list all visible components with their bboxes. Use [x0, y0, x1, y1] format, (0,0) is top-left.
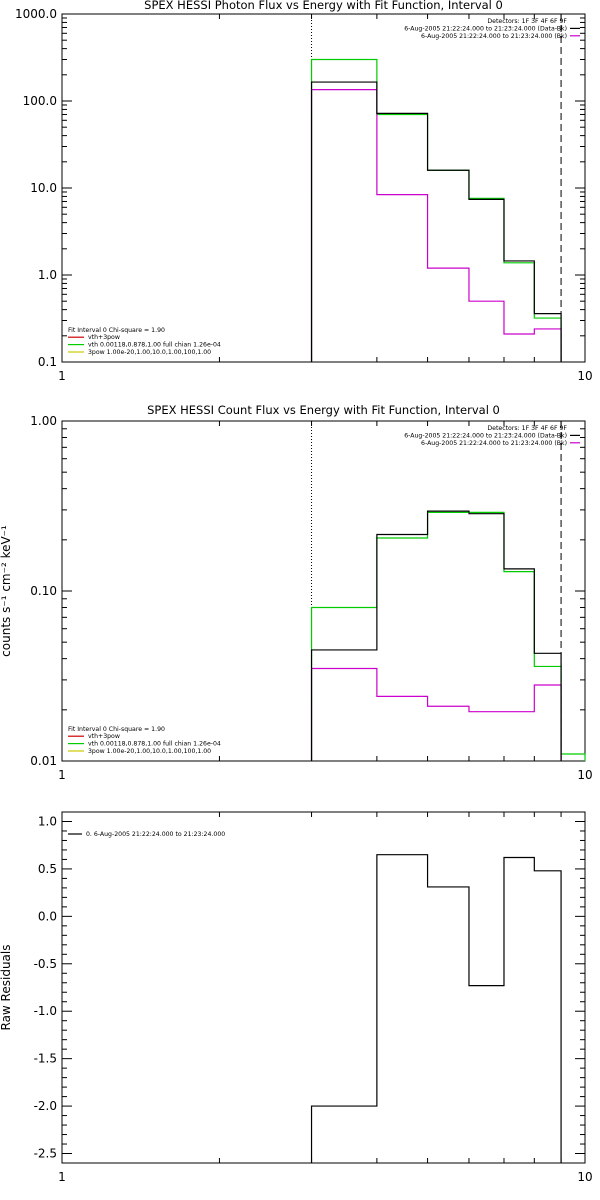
legend-text: 6-Aug-2005 21:22:24.000 to 21:23:24.000 … — [421, 33, 567, 40]
legend-bottom-left: Fit Interval 0 Chi-square = 1.90vth+3pow… — [68, 726, 221, 755]
series-fit — [310, 511, 586, 761]
series-residuals — [310, 854, 562, 1163]
x-ticks: 1 10 — [58, 812, 593, 1184]
legend-text: vth+3pow — [88, 733, 120, 740]
y-tick-label: 100.0 — [23, 94, 57, 108]
y-tick-label: 0.5 — [38, 862, 57, 876]
x-tick-label: 1 — [58, 369, 66, 383]
chart-panel-2: SPEX HESSI Count Flux vs Energy with Fit… — [0, 403, 593, 782]
legend-text: 3pow 1.00e-20,1.00,10.0,1.00,100,1.00 — [88, 748, 211, 755]
y-tick-label: 0.01 — [30, 754, 57, 768]
legend-text: 6-Aug-2005 21:22:24.000 to 21:23:24.000 … — [421, 440, 567, 447]
histogram-line — [310, 510, 562, 761]
legend-text: vth+3pow — [88, 334, 120, 341]
y-tick-label: 0.1 — [38, 355, 57, 369]
legend-bottom-left: Fit Interval 0 Chi-square = 1.90vth+3pow… — [68, 327, 221, 356]
legend-text: 3pow 1.00e-20,1.00,10.0,1.00,100,1.00 — [88, 349, 211, 356]
y-ticks: 0.1 1.0 10.0 100.0 1000.0 — [15, 7, 585, 369]
chart-title: SPEX HESSI Photon Flux vs Energy with Fi… — [144, 0, 503, 12]
legend-top-left: 0. 6-Aug-2005 21:22:24.000 to 21:23:24.0… — [68, 831, 225, 838]
x-tick-label: 10 — [577, 768, 592, 782]
series-data-minus-bk — [310, 81, 562, 362]
y-tick-label: 0.0 — [38, 909, 57, 923]
chart-panel-3: Raw Residuals 1 10 1.0 0.5 0.0 -0.5 -1.0 -1.5 -2.… — [0, 811, 593, 1184]
legend-text: Detectors: 1F 3F 4F 6F 9F — [487, 18, 567, 25]
series-bk — [310, 89, 562, 362]
y-tick-label: -0.5 — [34, 957, 57, 971]
y-tick-label: 1.00 — [30, 414, 57, 428]
series-fit — [310, 58, 562, 362]
histogram-line — [310, 89, 562, 362]
legend-text: Fit Interval 0 Chi-square = 1.90 — [68, 726, 165, 733]
chart-title: SPEX HESSI Count Flux vs Energy with Fit… — [147, 403, 500, 417]
x-tick-label: 1 — [58, 768, 66, 782]
legend-text: 6-Aug-2005 21:22:24.000 to 21:23:24.000 … — [404, 432, 567, 439]
histogram-line — [310, 511, 586, 761]
y-ticks: 1.0 0.5 0.0 -0.5 -1.0 -1.5 -2.0 -2.5 — [34, 814, 585, 1161]
y-tick-label: -1.0 — [34, 1004, 57, 1018]
histogram-line — [310, 854, 562, 1163]
plot-frame — [61, 811, 586, 1164]
histogram-line — [310, 667, 562, 761]
chart-panel-1: SPEX HESSI Photon Flux vs Energy with Fi… — [15, 0, 593, 383]
histogram-line — [310, 58, 562, 362]
x-ticks: 1 10 — [58, 421, 593, 782]
y-axis-label: Raw Residuals — [0, 945, 13, 1031]
plot-frame — [61, 13, 586, 363]
y-ticks: 0.01 0.10 1.00 — [30, 414, 585, 768]
series-bk — [310, 667, 562, 761]
y-tick-label: 1.0 — [38, 268, 57, 282]
legend-text: Fit Interval 0 Chi-square = 1.90 — [68, 327, 165, 334]
y-tick-label: -2.0 — [34, 1099, 57, 1113]
histogram-line — [310, 81, 562, 362]
legend-text: Detectors: 1F 3F 4F 6F 9F — [487, 425, 567, 432]
legend-top-right: Detectors: 1F 3F 4F 6F 9F6-Aug-2005 21:2… — [404, 425, 580, 447]
y-tick-label: -2.5 — [34, 1147, 57, 1161]
y-axis-label: counts s⁻¹ cm⁻² keV⁻¹ — [0, 525, 13, 657]
legend-text: 6-Aug-2005 21:22:24.000 to 21:23:24.000 … — [404, 25, 567, 32]
x-tick-label: 1 — [58, 1170, 66, 1184]
legend-text: vth 0.00118,0.878,1.00 full chian 1.26e-… — [88, 342, 221, 349]
legend-text: 0. 6-Aug-2005 21:22:24.000 to 21:23:24.0… — [86, 831, 225, 838]
y-tick-label: 0.10 — [30, 584, 57, 598]
legend-top-right: Detectors: 1F 3F 4F 6F 9F6-Aug-2005 21:2… — [404, 18, 580, 40]
legend-text: vth 0.00118,0.878,1.00 full chian 1.26e-… — [88, 741, 221, 748]
x-tick-label: 10 — [577, 1170, 592, 1184]
y-tick-label: 1.0 — [38, 814, 57, 828]
plot-frame — [61, 420, 586, 762]
y-tick-label: 10.0 — [30, 181, 57, 195]
x-tick-label: 10 — [577, 369, 592, 383]
series-data-minus-bk — [310, 510, 562, 761]
y-tick-label: 1000.0 — [15, 7, 57, 21]
y-tick-label: -1.5 — [34, 1052, 57, 1066]
